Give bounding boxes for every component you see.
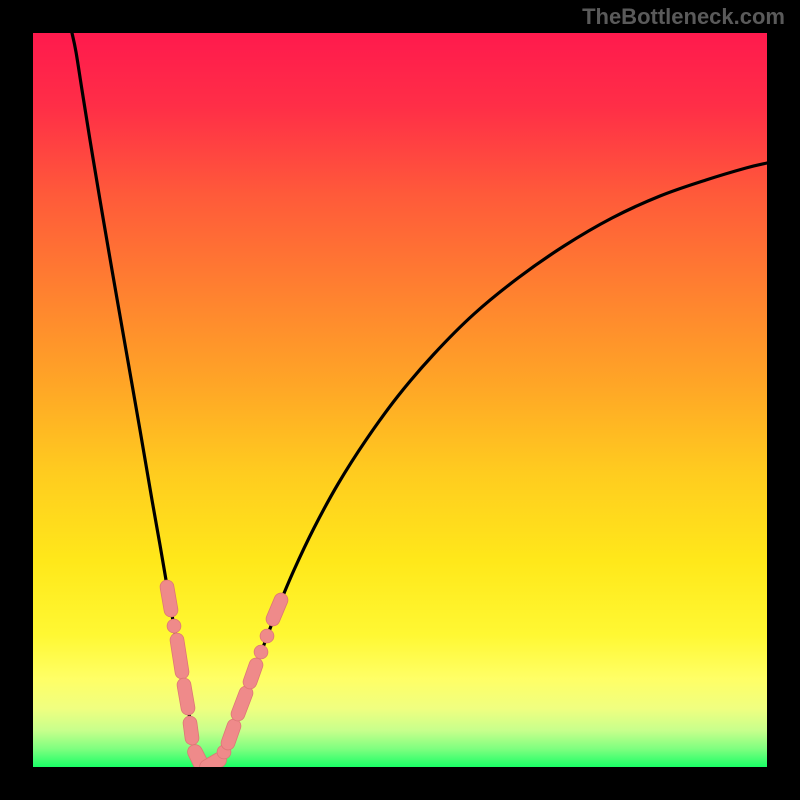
watermark-text: TheBottleneck.com bbox=[582, 4, 785, 30]
data-marker bbox=[273, 600, 281, 619]
bottleneck-curve-right bbox=[218, 163, 767, 761]
data-marker bbox=[190, 723, 192, 738]
data-marker bbox=[238, 693, 246, 714]
data-marker bbox=[167, 587, 171, 610]
data-marker bbox=[184, 685, 188, 708]
plot-area bbox=[33, 33, 767, 767]
data-marker bbox=[228, 726, 234, 743]
data-marker bbox=[261, 630, 274, 643]
data-marker bbox=[250, 665, 256, 682]
bottleneck-curve-left bbox=[72, 33, 218, 767]
data-marker bbox=[207, 760, 219, 767]
data-marker bbox=[177, 640, 182, 672]
data-marker bbox=[168, 620, 181, 633]
data-marker bbox=[255, 646, 268, 659]
curves-layer bbox=[33, 33, 767, 767]
